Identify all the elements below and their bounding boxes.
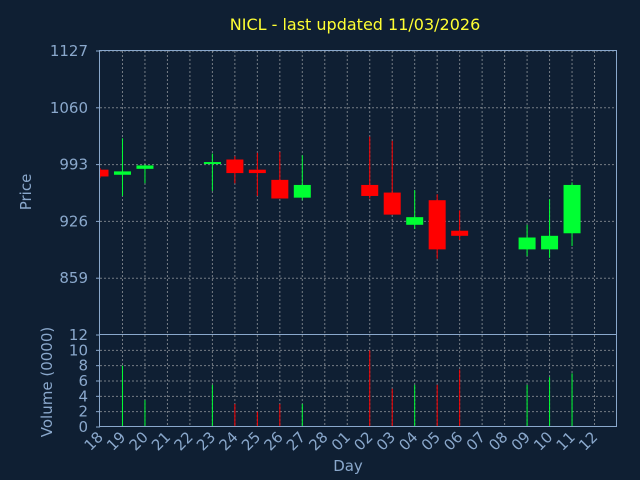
volume-tick-label: 8 <box>78 357 88 375</box>
candle-body-10 <box>541 235 559 250</box>
day-axis-ticks: 1819202122232425262728010203040506070809… <box>81 428 602 454</box>
chart-title: NICL - last updated 11/03/2026 <box>230 15 481 34</box>
volume-tick-label: 0 <box>78 418 88 436</box>
volume-tick-label: 2 <box>78 403 88 421</box>
x-axis-label: Day <box>333 457 363 475</box>
candle-body-09 <box>518 237 536 250</box>
price-panel-frame <box>99 50 617 335</box>
candle-body-19 <box>113 171 131 175</box>
price-tick-label: 1060 <box>50 99 88 117</box>
candles <box>99 136 581 259</box>
price-axis-ticks: 1127 1060 993 926 859 <box>50 42 100 287</box>
volume-tick-label: 10 <box>69 341 88 359</box>
candle-body-18 <box>100 169 109 177</box>
price-tick-label: 993 <box>59 156 88 174</box>
price-axis-label: Price <box>17 174 35 211</box>
volume-tick-label: 6 <box>78 372 88 390</box>
price-tick-label: 859 <box>59 269 88 287</box>
candle-body-27 <box>293 184 311 198</box>
candle-body-23 <box>203 162 221 165</box>
candle-body-04 <box>406 217 424 225</box>
volume-tick-label: 4 <box>78 387 88 405</box>
candle-body-25 <box>248 169 266 174</box>
price-tick-label: 926 <box>59 212 88 230</box>
candle-body-20 <box>136 165 154 169</box>
volume-axis-label: Volume (0000) <box>38 327 56 437</box>
volume-tick-label: 12 <box>69 326 88 344</box>
candle-body-24 <box>226 159 244 174</box>
candle-body-26 <box>271 179 289 199</box>
candle-body-02 <box>361 184 379 196</box>
candle-body-05 <box>428 200 446 250</box>
candle-body-11 <box>563 184 581 234</box>
grid-lines <box>100 50 617 427</box>
candle-body-03 <box>383 192 401 215</box>
candle-body-06 <box>451 230 469 236</box>
price-tick-label: 1127 <box>50 42 88 60</box>
volume-bars <box>121 350 573 427</box>
day-tick-label: 12 <box>575 428 601 454</box>
